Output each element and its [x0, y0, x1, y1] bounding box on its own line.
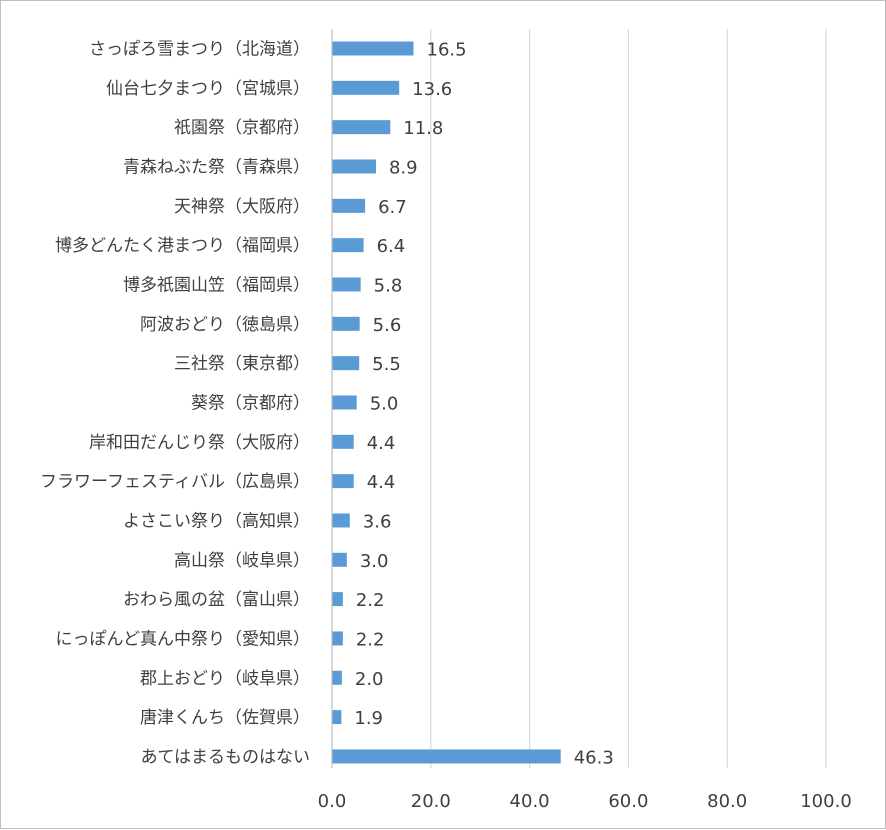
- bar-10: [332, 434, 354, 449]
- bar-1: [332, 80, 400, 95]
- category-label-0: さっぽろ雪まつり（北海道）: [89, 40, 310, 60]
- value-label-12: 3.6: [363, 511, 392, 532]
- category-label-14: おわら風の盆（富山県）: [123, 590, 310, 610]
- bar-7: [332, 316, 360, 331]
- value-label-2: 11.8: [403, 118, 443, 139]
- bar-9: [332, 395, 357, 410]
- category-label-7: 阿波おどり（徳島県）: [140, 315, 310, 335]
- bar-13: [332, 552, 347, 567]
- value-label-1: 13.6: [412, 79, 452, 100]
- bar-17: [332, 710, 342, 725]
- value-label-6: 5.8: [374, 275, 403, 296]
- bar-0: [332, 41, 414, 56]
- category-label-2: 祇園祭（京都府）: [174, 118, 310, 138]
- bar-16: [332, 670, 342, 685]
- value-label-17: 1.9: [354, 708, 383, 729]
- bar-6: [332, 277, 361, 292]
- x-tick-label-5: 100.0: [800, 791, 852, 812]
- category-label-12: よさこい祭り（高知県）: [123, 511, 310, 531]
- category-label-11: フラワーフェスティバル（広島県）: [40, 472, 310, 492]
- value-label-13: 3.0: [360, 551, 389, 572]
- x-tick-label-1: 20.0: [411, 791, 451, 812]
- value-label-0: 16.5: [427, 40, 467, 61]
- value-label-9: 5.0: [370, 393, 399, 414]
- value-label-18: 46.3: [574, 747, 614, 768]
- value-label-7: 5.6: [373, 315, 402, 336]
- value-label-8: 5.5: [372, 354, 401, 375]
- bar-15: [332, 631, 343, 646]
- category-label-4: 天神祭（大阪府）: [174, 197, 310, 217]
- category-label-16: 郡上おどり（岐阜県）: [140, 669, 310, 689]
- category-label-5: 博多どんたく港まつり（福岡県）: [55, 236, 310, 256]
- bar-2: [332, 120, 391, 135]
- value-label-10: 4.4: [367, 433, 396, 454]
- bar-18: [332, 749, 561, 764]
- bar-12: [332, 513, 350, 528]
- value-label-15: 2.2: [356, 629, 385, 650]
- bar-5: [332, 238, 364, 253]
- x-tick-label-0: 0.0: [318, 791, 347, 812]
- category-label-18: あてはまるものはない: [141, 747, 310, 767]
- value-label-4: 6.7: [378, 197, 407, 218]
- category-label-15: にっぽんど真ん中祭り（愛知県）: [56, 629, 311, 649]
- x-tick-label-4: 80.0: [707, 791, 747, 812]
- category-label-9: 葵祭（京都府）: [191, 393, 310, 413]
- category-label-3: 青森ねぶた祭（青森県）: [123, 157, 310, 177]
- category-label-1: 仙台七夕まつり（宮城県）: [106, 79, 310, 99]
- value-label-11: 4.4: [367, 472, 396, 493]
- bar-8: [332, 356, 360, 371]
- category-label-17: 唐津くんち（佐賀県）: [140, 707, 310, 728]
- category-label-8: 三社祭（東京都）: [174, 354, 310, 374]
- value-label-14: 2.2: [356, 590, 385, 611]
- bar-3: [332, 159, 376, 174]
- value-label-3: 8.9: [389, 157, 418, 178]
- bar-4: [332, 198, 366, 213]
- x-tick-label-3: 60.0: [608, 791, 648, 812]
- category-label-10: 岸和田だんじり祭（大阪府）: [89, 433, 310, 453]
- x-tick-label-2: 40.0: [510, 791, 550, 812]
- bar-14: [332, 592, 343, 607]
- category-label-13: 高山祭（岐阜県）: [174, 551, 310, 571]
- bar-11: [332, 474, 354, 489]
- value-label-16: 2.0: [355, 669, 384, 690]
- value-label-5: 6.4: [377, 236, 406, 257]
- category-label-6: 博多祇園山笠（福岡県）: [123, 275, 310, 295]
